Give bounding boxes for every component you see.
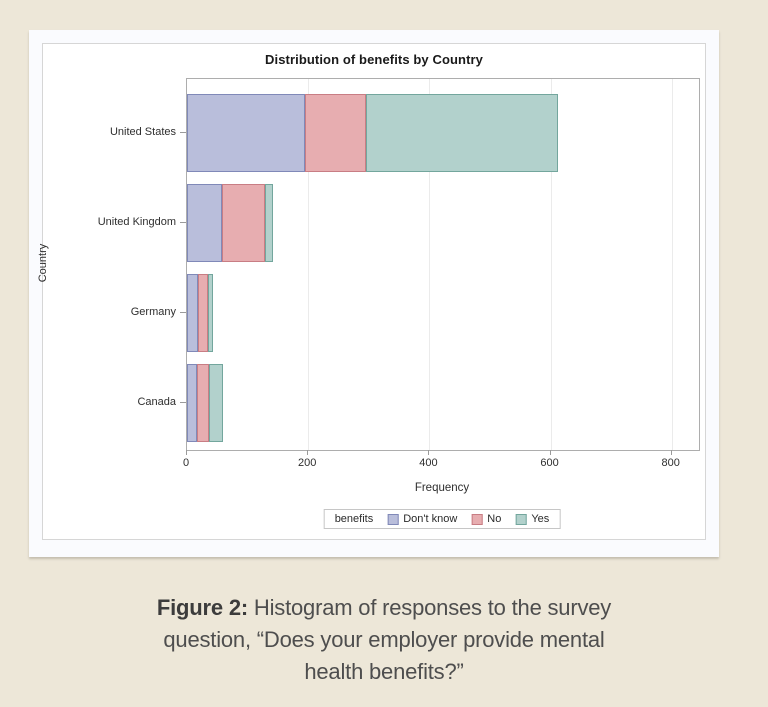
legend-label: Yes [531, 513, 550, 525]
figure-caption-text: Histogram of responses to the survey [253, 595, 612, 620]
y-category-label: Canada [137, 396, 176, 408]
y-category-label: United States [109, 126, 176, 138]
legend-title: benefits [334, 513, 374, 525]
y-tick-mark [180, 222, 186, 223]
y-tick-mark [180, 312, 186, 313]
bar-united-kingdom [187, 184, 273, 262]
y-tick-mark [180, 132, 186, 133]
gridline [429, 79, 431, 450]
x-tick-mark [549, 450, 551, 455]
figure-panel: Distribution of benefits by Country Coun… [29, 30, 719, 557]
y-tick-mark [180, 402, 186, 403]
legend-swatch-no [471, 513, 483, 525]
x-tick-mark [307, 450, 309, 455]
x-tick-mark [670, 450, 672, 455]
bar-segment [187, 184, 222, 262]
gridline [671, 79, 673, 450]
figure-caption-label: Figure 2: [156, 595, 248, 620]
bar-segment [365, 94, 559, 172]
x-tick-mark [186, 450, 187, 455]
bar-segment [264, 184, 273, 262]
x-axis-title: Frequency [414, 482, 470, 494]
x-tick-mark [428, 450, 430, 455]
bar-united-states [187, 94, 559, 172]
legend-swatch-don-t-know [387, 513, 399, 525]
bar-segment [305, 94, 366, 172]
x-tick-label: 0 [182, 457, 190, 469]
chart: Distribution of benefits by Country Coun… [37, 43, 706, 540]
bar-segment [197, 274, 209, 352]
bar-germany [187, 274, 213, 352]
figure-caption: Figure 2: Histogram of responses to the … [0, 592, 768, 688]
bar-segment [187, 364, 198, 442]
gridline [550, 79, 552, 450]
plot-area [186, 78, 700, 451]
legend-item: No [471, 513, 501, 525]
bar-segment [187, 274, 198, 352]
y-category-label: Germany [130, 306, 176, 318]
legend-label: Don't know [403, 513, 458, 525]
legend: benefits Don't know No Yes [323, 509, 561, 529]
bar-segment [208, 364, 223, 442]
x-tick-label: 200 [298, 457, 317, 469]
chart-title: Distribution of benefits by Country [265, 52, 483, 67]
bar-segment [221, 184, 265, 262]
y-category-label: United Kingdom [97, 216, 176, 228]
figure-caption-line: Figure 2: Histogram of responses to the … [0, 592, 768, 624]
bar-canada [187, 364, 223, 442]
bar-segment [197, 364, 209, 442]
legend-swatch-yes [515, 513, 527, 525]
gridline [308, 79, 310, 450]
legend-item: Yes [515, 513, 549, 525]
figure-caption-line: health benefits?” [304, 659, 464, 684]
figure-caption-line: question, “Does your employer provide me… [163, 627, 605, 652]
bar-segment [208, 274, 213, 352]
legend-label: No [487, 513, 502, 525]
x-tick-label: 600 [540, 457, 559, 469]
x-tick-label: 800 [661, 457, 680, 469]
bar-segment [187, 94, 306, 172]
legend-item: Don't know [387, 513, 457, 525]
x-tick-label: 400 [419, 457, 438, 469]
